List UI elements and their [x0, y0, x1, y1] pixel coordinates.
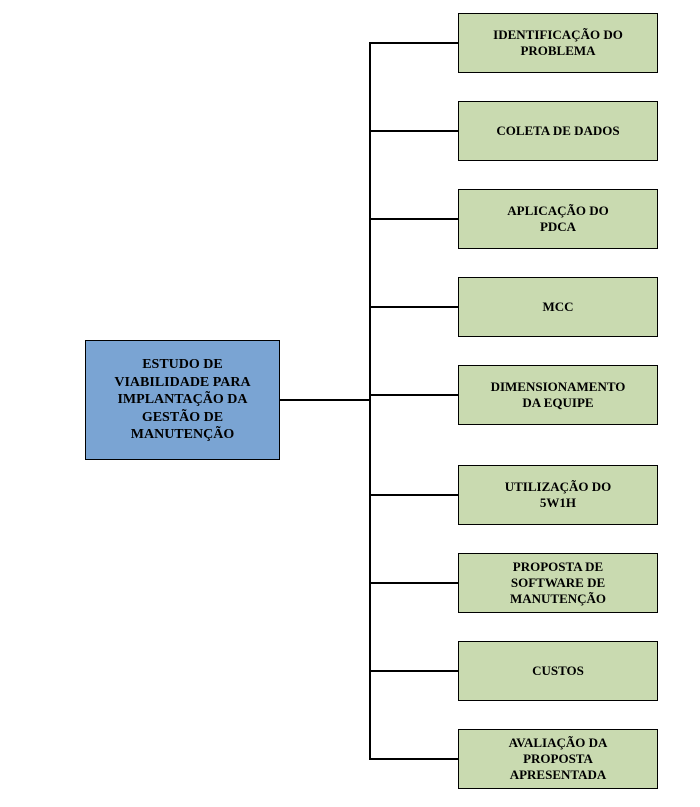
connector-child-stub-1: [369, 42, 458, 44]
child-node-1: IDENTIFICAÇÃO DO PROBLEMA: [458, 13, 658, 73]
connector-child-stub-5: [369, 394, 458, 396]
connector-child-stub-2: [369, 130, 458, 132]
child-node-3: APLICAÇÃO DO PDCA: [458, 189, 658, 249]
child-node-4: MCC: [458, 277, 658, 337]
child-node-5: DIMENSIONAMENTO DA EQUIPE: [458, 365, 658, 425]
connector-root-stub: [280, 399, 371, 401]
connector-child-stub-4: [369, 306, 458, 308]
child-node-8: CUSTOS: [458, 641, 658, 701]
connector-child-stub-7: [369, 582, 458, 584]
connector-child-stub-8: [369, 670, 458, 672]
connector-child-stub-9: [369, 758, 458, 760]
connector-child-stub-3: [369, 218, 458, 220]
connector-child-stub-6: [369, 494, 458, 496]
child-node-9: AVALIAÇÃO DA PROPOSTA APRESENTADA: [458, 729, 658, 789]
connector-trunk: [369, 42, 371, 760]
child-node-6: UTILIZAÇÃO DO 5W1H: [458, 465, 658, 525]
child-node-2: COLETA DE DADOS: [458, 101, 658, 161]
child-node-7: PROPOSTA DE SOFTWARE DE MANUTENÇÃO: [458, 553, 658, 613]
diagram-canvas: ESTUDO DE VIABILIDADE PARA IMPLANTAÇÃO D…: [0, 0, 700, 807]
root-node: ESTUDO DE VIABILIDADE PARA IMPLANTAÇÃO D…: [85, 340, 280, 460]
